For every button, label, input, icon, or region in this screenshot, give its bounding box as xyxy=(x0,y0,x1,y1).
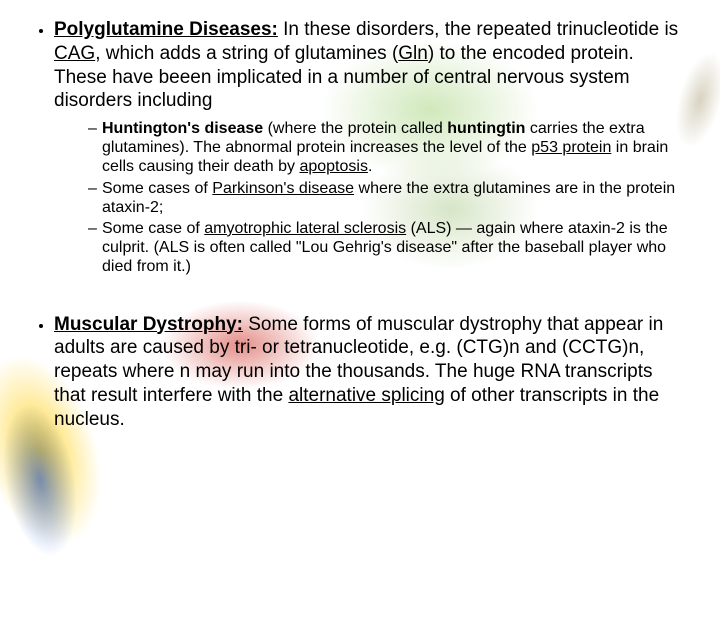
sub-bullet-list: Huntington's disease (where the protein … xyxy=(54,119,688,277)
term-apoptosis: apoptosis xyxy=(299,158,368,175)
term-gln: Gln xyxy=(398,43,428,64)
term-parkinson: Parkinson's disease xyxy=(212,180,354,197)
term-p53: p53 protein xyxy=(531,139,611,156)
term-als: amyotrophic lateral sclerosis xyxy=(204,220,406,237)
sub-bullet-parkinson: Some cases of Parkinson's disease where … xyxy=(88,179,688,217)
term-huntington: Huntington's disease xyxy=(102,120,263,137)
sub-bullet-als: Some case of amyotrophic lateral scleros… xyxy=(88,219,688,277)
sub-bullet-huntington: Huntington's disease (where the protein … xyxy=(88,119,688,177)
bullet-title: Muscular Dystrophy: xyxy=(54,314,243,335)
body-text: In these disorders, the repeated trinucl… xyxy=(278,19,678,40)
bullet-polyglutamine: Polyglutamine Diseases: In these disorde… xyxy=(54,18,688,277)
bullet-title: Polyglutamine Diseases: xyxy=(54,19,278,40)
top-bullet-list: Polyglutamine Diseases: In these disorde… xyxy=(32,18,688,277)
term-alternative-splicing: alternative splicing xyxy=(288,385,444,406)
top-bullet-list-2: Muscular Dystrophy: Some forms of muscul… xyxy=(32,313,688,432)
term-huntingtin: huntingtin xyxy=(447,120,525,137)
bullet-muscular-dystrophy: Muscular Dystrophy: Some forms of muscul… xyxy=(54,313,688,432)
slide-content: Polyglutamine Diseases: In these disorde… xyxy=(0,0,720,461)
term-cag: CAG xyxy=(54,43,95,64)
body-text: , which adds a string of glutamines ( xyxy=(95,43,398,64)
